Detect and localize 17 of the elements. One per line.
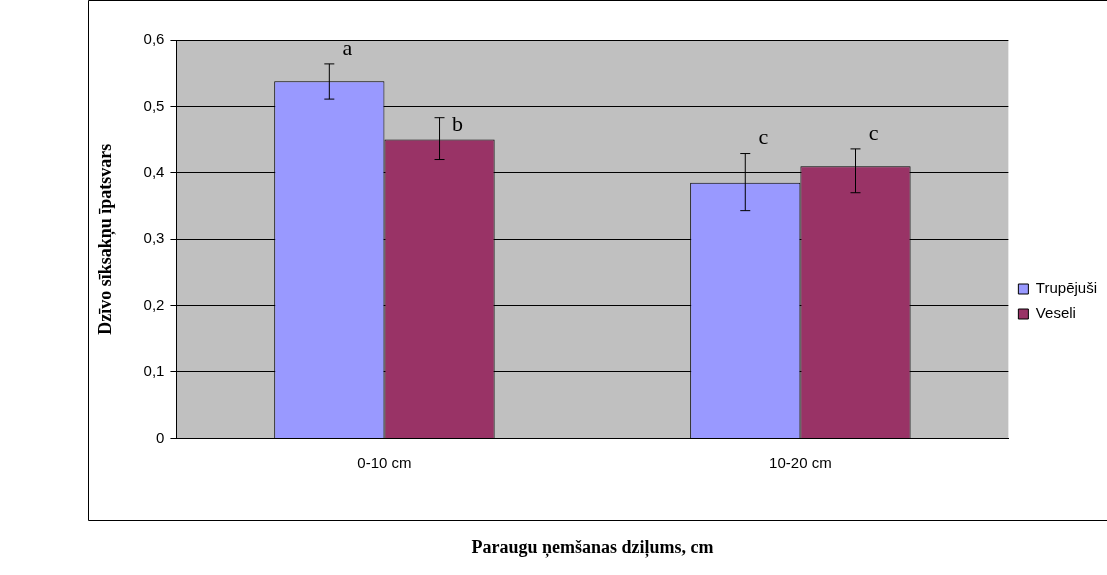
y-tick-label: 0,6 xyxy=(143,30,165,48)
x-tick-label: 0-10 cm xyxy=(357,453,412,471)
y-tick-label: 0,5 xyxy=(143,96,165,114)
annotation: c xyxy=(758,124,769,150)
legend-label: Veseli xyxy=(1035,304,1076,322)
y-tick-label: 0,2 xyxy=(143,295,165,313)
y-tick-label: 0 xyxy=(156,428,165,446)
x-axis-title: Paraugu ņemšanas dziļums, cm xyxy=(471,536,714,558)
y-tick-label: 0,4 xyxy=(143,162,165,180)
y-tick-label: 0,3 xyxy=(143,229,165,247)
legend-label: Trupējuši xyxy=(1035,279,1098,297)
y-axis-title: Dzīvo sīksakņu īpatsvars xyxy=(95,143,117,335)
annotation: c xyxy=(868,119,879,145)
annotation: a xyxy=(342,34,353,60)
annotation: b xyxy=(452,111,464,137)
y-tick-label: 0,1 xyxy=(143,362,165,380)
x-tick-label: 10-20 cm xyxy=(769,453,832,471)
